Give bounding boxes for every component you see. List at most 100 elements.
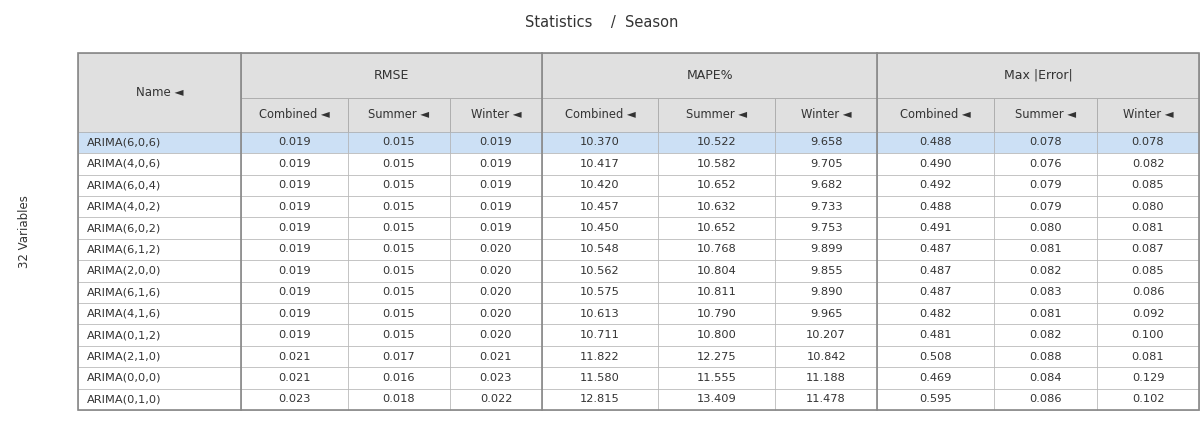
Bar bbox=[450, 260, 541, 282]
Text: 0.019: 0.019 bbox=[480, 180, 512, 190]
Bar bbox=[775, 196, 877, 217]
Bar bbox=[658, 98, 775, 132]
Text: 10.450: 10.450 bbox=[580, 223, 620, 233]
Text: ARIMA(6,1,6): ARIMA(6,1,6) bbox=[87, 287, 161, 298]
Bar bbox=[994, 346, 1097, 367]
Bar bbox=[1097, 346, 1199, 367]
Text: 0.490: 0.490 bbox=[919, 159, 952, 169]
Text: 9.733: 9.733 bbox=[810, 201, 842, 212]
Text: 10.613: 10.613 bbox=[580, 309, 620, 319]
Text: 0.020: 0.020 bbox=[480, 244, 512, 255]
Bar bbox=[541, 346, 658, 367]
Bar bbox=[1097, 324, 1199, 346]
Text: 11.822: 11.822 bbox=[580, 351, 620, 362]
Bar bbox=[541, 324, 658, 346]
Text: Combined ◄: Combined ◄ bbox=[900, 108, 971, 121]
Text: 10.420: 10.420 bbox=[580, 180, 620, 190]
Bar bbox=[78, 239, 241, 260]
Text: 0.019: 0.019 bbox=[480, 201, 512, 212]
Bar bbox=[450, 389, 541, 410]
Bar bbox=[241, 98, 348, 132]
Text: 0.019: 0.019 bbox=[278, 159, 310, 169]
Bar bbox=[450, 324, 541, 346]
Bar bbox=[658, 239, 775, 260]
Text: 0.129: 0.129 bbox=[1132, 373, 1165, 383]
Bar bbox=[877, 324, 994, 346]
Text: 0.019: 0.019 bbox=[480, 159, 512, 169]
Bar bbox=[348, 346, 450, 367]
Text: 0.078: 0.078 bbox=[1029, 137, 1061, 147]
Text: 9.682: 9.682 bbox=[810, 180, 842, 190]
Bar bbox=[877, 260, 994, 282]
Text: 9.658: 9.658 bbox=[810, 137, 842, 147]
Bar bbox=[1097, 153, 1199, 175]
Text: 12.815: 12.815 bbox=[580, 394, 620, 405]
Bar bbox=[877, 303, 994, 324]
Bar bbox=[541, 196, 658, 217]
Bar bbox=[241, 324, 348, 346]
Bar bbox=[877, 217, 994, 239]
Text: 0.016: 0.016 bbox=[383, 373, 415, 383]
Text: Combined ◄: Combined ◄ bbox=[564, 108, 635, 121]
Bar bbox=[1097, 389, 1199, 410]
Text: 10.582: 10.582 bbox=[697, 159, 736, 169]
Bar bbox=[450, 367, 541, 389]
Text: 10.652: 10.652 bbox=[697, 180, 736, 190]
Text: 0.081: 0.081 bbox=[1132, 351, 1165, 362]
Text: 0.019: 0.019 bbox=[278, 309, 310, 319]
Text: 0.595: 0.595 bbox=[919, 394, 952, 405]
Bar bbox=[348, 98, 450, 132]
Bar bbox=[877, 389, 994, 410]
Bar bbox=[78, 346, 241, 367]
Bar bbox=[994, 196, 1097, 217]
Text: 0.082: 0.082 bbox=[1029, 266, 1061, 276]
Bar bbox=[775, 239, 877, 260]
Text: 9.890: 9.890 bbox=[810, 287, 842, 298]
Text: 10.548: 10.548 bbox=[580, 244, 620, 255]
Text: 10.457: 10.457 bbox=[580, 201, 620, 212]
Text: 10.800: 10.800 bbox=[697, 330, 736, 340]
Bar bbox=[78, 260, 241, 282]
Text: 0.021: 0.021 bbox=[480, 351, 512, 362]
Text: 0.019: 0.019 bbox=[278, 137, 310, 147]
Text: 0.087: 0.087 bbox=[1132, 244, 1165, 255]
Text: 0.021: 0.021 bbox=[278, 373, 310, 383]
Text: 12.275: 12.275 bbox=[697, 351, 736, 362]
Text: 0.487: 0.487 bbox=[919, 266, 952, 276]
Text: Winter ◄: Winter ◄ bbox=[801, 108, 852, 121]
Bar bbox=[450, 132, 541, 153]
Bar bbox=[658, 196, 775, 217]
Bar bbox=[994, 324, 1097, 346]
Bar bbox=[1097, 175, 1199, 196]
Text: 0.019: 0.019 bbox=[278, 201, 310, 212]
Bar bbox=[658, 389, 775, 410]
Text: 10.804: 10.804 bbox=[697, 266, 736, 276]
Text: 10.632: 10.632 bbox=[697, 201, 736, 212]
Bar bbox=[78, 153, 241, 175]
Text: 0.079: 0.079 bbox=[1029, 180, 1061, 190]
Bar bbox=[241, 346, 348, 367]
Text: 0.482: 0.482 bbox=[919, 309, 952, 319]
Bar bbox=[658, 260, 775, 282]
Bar bbox=[658, 153, 775, 175]
Text: 0.018: 0.018 bbox=[383, 394, 415, 405]
Bar bbox=[658, 132, 775, 153]
Bar bbox=[541, 367, 658, 389]
Text: 0.076: 0.076 bbox=[1029, 159, 1061, 169]
Text: ARIMA(6,0,2): ARIMA(6,0,2) bbox=[87, 223, 161, 233]
Text: 0.082: 0.082 bbox=[1132, 159, 1165, 169]
Bar bbox=[541, 98, 658, 132]
Text: 10.207: 10.207 bbox=[806, 330, 846, 340]
Text: 0.491: 0.491 bbox=[919, 223, 952, 233]
Text: 0.022: 0.022 bbox=[480, 394, 512, 405]
Bar bbox=[658, 175, 775, 196]
Bar bbox=[994, 217, 1097, 239]
Bar bbox=[348, 367, 450, 389]
Bar bbox=[994, 389, 1097, 410]
Text: 10.575: 10.575 bbox=[580, 287, 620, 298]
Text: 0.020: 0.020 bbox=[480, 287, 512, 298]
Text: 0.487: 0.487 bbox=[919, 244, 952, 255]
Bar bbox=[877, 175, 994, 196]
Text: 0.078: 0.078 bbox=[1132, 137, 1165, 147]
Bar bbox=[994, 175, 1097, 196]
